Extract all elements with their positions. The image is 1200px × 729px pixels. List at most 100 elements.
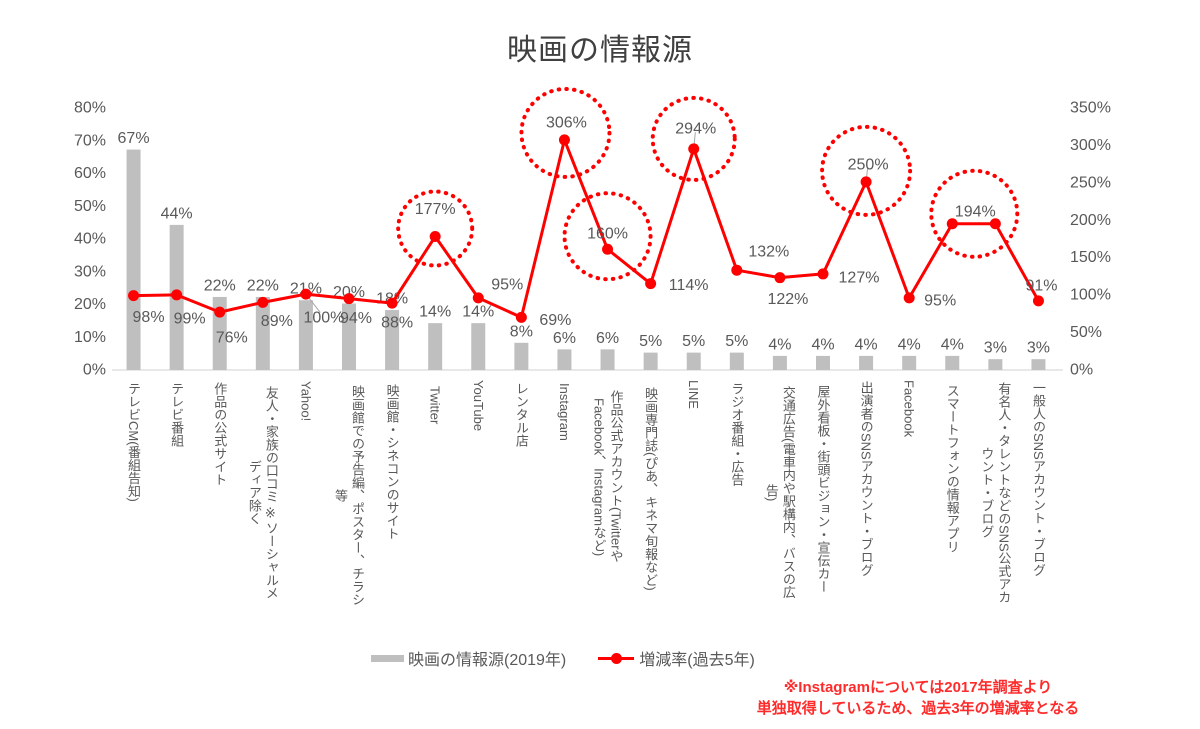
highlight-circle xyxy=(929,168,1020,259)
bar xyxy=(557,349,572,370)
trend-value-label: 160% xyxy=(587,226,628,243)
highlight-circle xyxy=(820,124,913,217)
legend-line-label: 増減率(過去5年) xyxy=(639,652,755,669)
trend-point xyxy=(472,292,484,304)
bar-value-label: 5% xyxy=(639,333,662,350)
right-axis-tick-label: 0% xyxy=(1070,362,1093,379)
bar xyxy=(816,355,830,370)
trend-value-label: 88% xyxy=(381,315,413,332)
trend-value-label: 194% xyxy=(955,203,996,220)
bar xyxy=(859,355,874,370)
bar xyxy=(298,300,313,370)
bar-value-label: 22% xyxy=(204,277,236,294)
trend-point xyxy=(860,176,872,188)
trend-value-label: 132% xyxy=(748,244,789,261)
left-axis-tick-label: 70% xyxy=(74,132,106,149)
trend-value-label: 306% xyxy=(546,114,587,131)
legend-bar-label: 映画の情報源(2019年) xyxy=(408,652,567,669)
trend-value-label: 114% xyxy=(669,277,709,294)
trend-point xyxy=(903,292,915,304)
bar-value-label: 6% xyxy=(553,330,576,347)
bar xyxy=(428,323,443,370)
left-axis-tick-label: 10% xyxy=(74,329,106,346)
trend-value-label: 127% xyxy=(839,269,880,286)
trend-point xyxy=(817,268,829,280)
bar xyxy=(514,342,529,370)
bar-value-label: 4% xyxy=(855,336,878,353)
line-marker-icon xyxy=(611,652,623,664)
line-series-swatch xyxy=(598,652,635,664)
trend-line xyxy=(133,138,1040,319)
highlight-circle xyxy=(650,95,737,182)
bar xyxy=(643,352,658,370)
bar-series-swatch xyxy=(371,654,404,662)
trend-value-label: 98% xyxy=(133,309,165,326)
left-axis-tick-label: 20% xyxy=(74,296,106,313)
bar-value-label: 4% xyxy=(768,336,791,353)
trend-point xyxy=(602,243,614,255)
bar xyxy=(902,355,917,370)
legend-item-line: 増減率(過去5年) xyxy=(598,646,755,670)
right-axis-tick-label: 50% xyxy=(1070,324,1102,341)
bar-value-label: 44% xyxy=(161,205,193,222)
trend-point xyxy=(343,293,355,305)
trend-point xyxy=(128,290,140,302)
trend-value-label: 294% xyxy=(675,120,716,137)
left-axis-tick-label: 50% xyxy=(74,198,106,215)
left-axis-tick-label: 60% xyxy=(74,165,106,182)
right-axis-tick-label: 100% xyxy=(1070,287,1111,304)
bar xyxy=(255,296,270,370)
trend-value-label: 95% xyxy=(924,292,956,309)
trend-value-label: 89% xyxy=(261,313,293,330)
trend-value-label: 177% xyxy=(415,201,456,218)
bar-value-label: 4% xyxy=(941,336,964,353)
trend-value-label: 100% xyxy=(303,310,344,327)
bar xyxy=(686,352,701,370)
bar xyxy=(385,310,400,370)
bar xyxy=(1031,359,1046,370)
label-leader-line xyxy=(308,297,321,313)
bar-value-label: 3% xyxy=(984,340,1007,357)
trend-point xyxy=(386,297,398,309)
trend-point xyxy=(645,278,657,290)
right-axis-tick-label: 250% xyxy=(1070,174,1111,191)
bar-value-label: 22% xyxy=(247,277,279,294)
trend-value-label: 94% xyxy=(340,310,372,327)
left-axis-tick-label: 80% xyxy=(74,100,106,117)
bar-value-label: 14% xyxy=(462,304,494,321)
trend-point xyxy=(300,288,312,300)
bar-value-label: 5% xyxy=(725,333,748,350)
bar xyxy=(342,303,356,370)
bar xyxy=(729,352,744,370)
trend-point xyxy=(731,264,743,276)
trend-point xyxy=(515,311,527,323)
bar-value-label: 14% xyxy=(419,304,451,321)
bar xyxy=(126,149,141,370)
trend-value-label: 99% xyxy=(174,310,206,327)
trend-point xyxy=(558,134,570,146)
chart-title: 映画の情報源 xyxy=(507,34,693,67)
trend-point xyxy=(946,218,958,230)
bar-value-label: 6% xyxy=(596,330,619,347)
highlight-circle xyxy=(519,86,612,179)
bar-value-label: 4% xyxy=(898,336,921,353)
bar xyxy=(600,349,615,370)
bar xyxy=(772,355,787,370)
bar xyxy=(988,359,1003,370)
footnote-line-2: 単独取得しているため、過去3年の増減率となる xyxy=(756,700,1080,717)
footnote: ※Instagramについては2017年調査より 単独取得しているため、過去3年… xyxy=(728,677,1108,719)
right-axis-tick-label: 300% xyxy=(1070,137,1111,154)
right-axis-tick-label: 150% xyxy=(1070,249,1111,266)
highlight-circle xyxy=(396,189,475,268)
bar-value-label: 67% xyxy=(118,130,150,147)
bar-value-label: 4% xyxy=(811,336,834,353)
footnote-line-1: ※Instagramについては2017年調査より xyxy=(783,679,1053,696)
trend-point xyxy=(257,296,269,308)
trend-value-label: 250% xyxy=(848,156,889,173)
trend-point xyxy=(1032,295,1044,307)
legend: 映画の情報源(2019年) 増減率(過去5年) xyxy=(371,646,755,670)
trend-value-label: 76% xyxy=(216,330,248,347)
left-axis-tick-label: 0% xyxy=(83,362,106,379)
